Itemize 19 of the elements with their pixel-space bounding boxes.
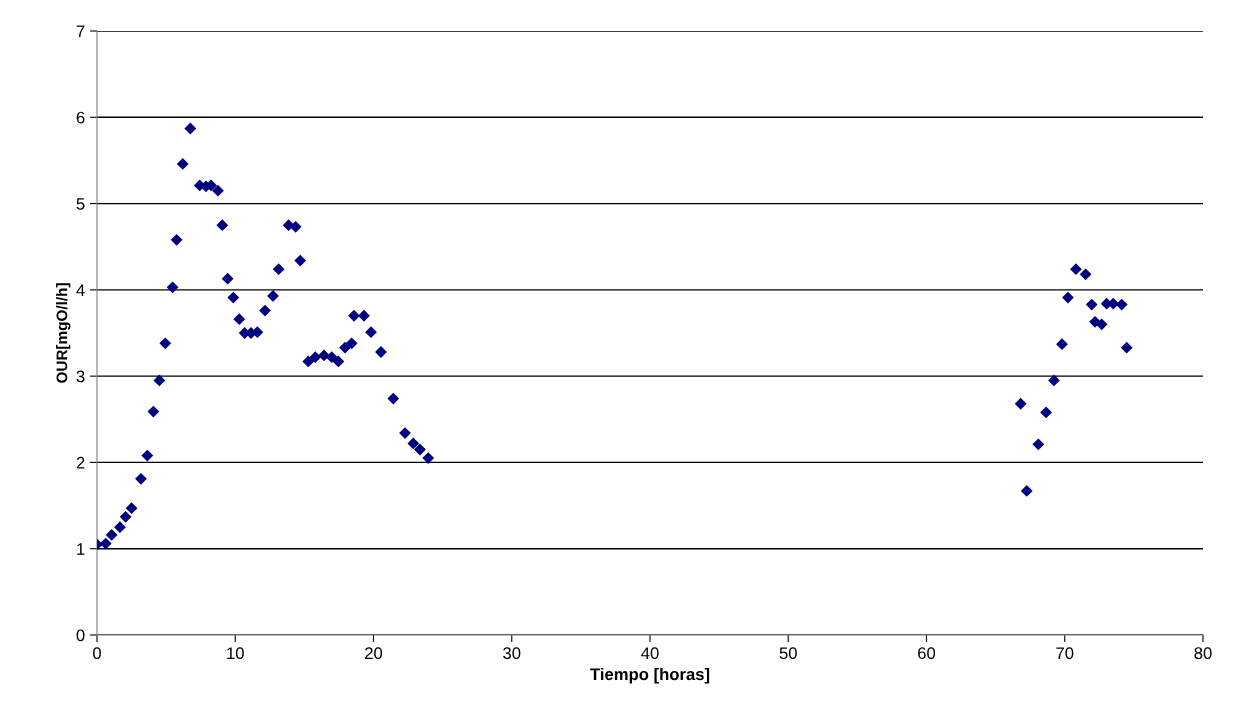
y-tick-label: 7 [76,25,85,38]
y-tick-label: 6 [76,111,85,124]
x-axis-title: Tiempo [horas] [590,667,710,684]
x-tick-label: 80 [1194,647,1212,660]
x-tick-label: 40 [641,647,659,660]
y-tick-label: 2 [76,456,85,469]
x-tick-label: 0 [93,647,101,660]
y-tick-label: 1 [77,543,85,555]
x-tick-label: 20 [365,647,383,660]
y-axis-title: OUR[mgO/l/h] [56,283,71,383]
x-tick-label: 70 [1056,647,1074,660]
y-tick-label: 0 [76,629,85,642]
x-tick-label: 10 [227,647,244,660]
y-tick-label: 5 [76,198,85,210]
x-tick-label: 30 [503,647,521,660]
y-tick-label: 3 [76,370,85,383]
x-tick-label: 50 [779,647,797,660]
x-tick-label: 60 [918,647,936,660]
y-tick-label: 4 [76,284,85,296]
